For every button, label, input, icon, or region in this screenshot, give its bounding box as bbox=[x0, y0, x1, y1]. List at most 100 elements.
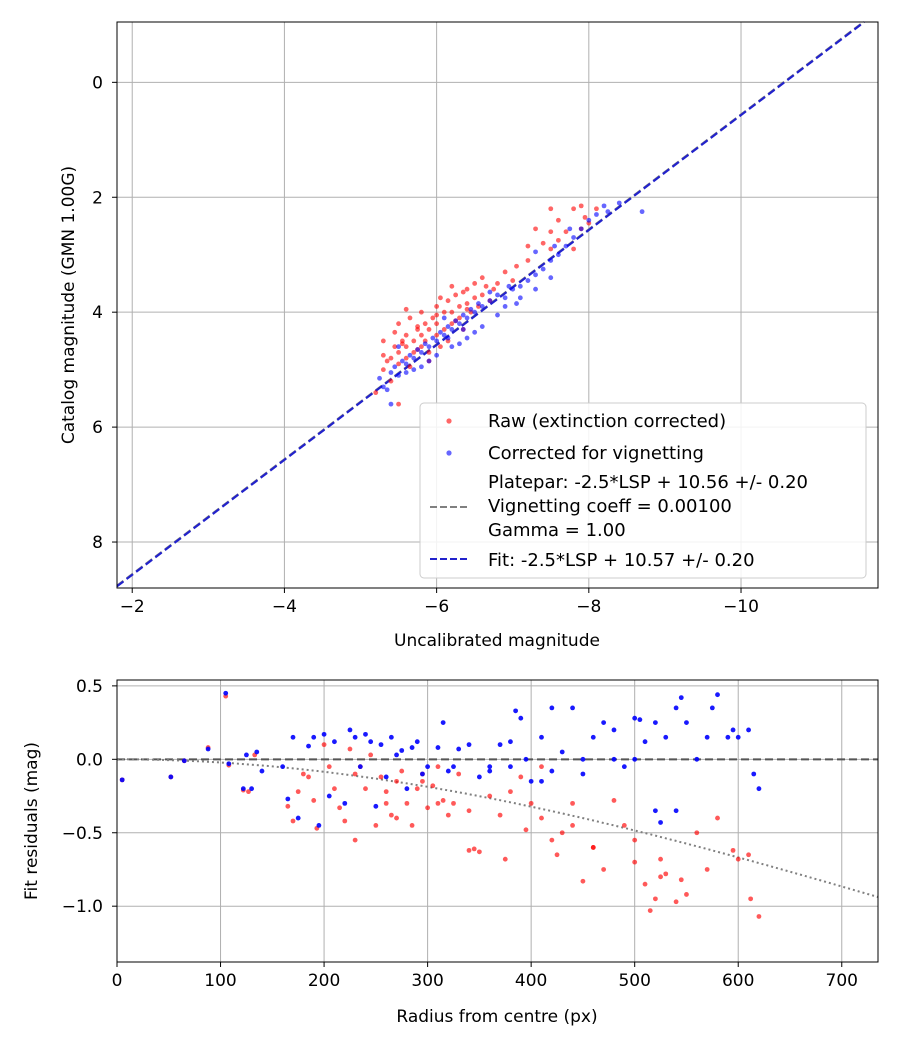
bottom-corrected-point bbox=[414, 739, 420, 745]
top-raw-point bbox=[449, 309, 455, 315]
bottom-raw-point bbox=[399, 768, 405, 774]
bottom-raw-point bbox=[632, 837, 638, 843]
top-raw-point bbox=[399, 341, 405, 347]
top-raw-point bbox=[472, 295, 478, 301]
top-x-tick-label: −6 bbox=[424, 597, 449, 617]
top-raw-point bbox=[419, 332, 424, 338]
bottom-corrected-point bbox=[694, 756, 700, 762]
bottom-y-tick-label: 0.0 bbox=[76, 750, 103, 770]
top-raw-point bbox=[578, 203, 584, 209]
bottom-corrected-point bbox=[249, 786, 254, 792]
top-corrected-point bbox=[487, 289, 493, 295]
top-raw-point bbox=[491, 286, 497, 292]
bottom-raw-point bbox=[420, 778, 425, 784]
top-raw-point bbox=[457, 315, 462, 321]
bottom-corrected-point bbox=[435, 745, 441, 750]
top-y-axis-label: Catalog magnitude (GMN 1.00G) bbox=[59, 166, 79, 444]
bottom-raw-point bbox=[663, 871, 669, 877]
bottom-corrected-point bbox=[181, 758, 187, 764]
top-raw-point bbox=[430, 315, 436, 321]
top-raw-point bbox=[422, 321, 428, 327]
bottom-corrected-point bbox=[332, 739, 337, 745]
bottom-raw-point bbox=[508, 789, 513, 795]
top-corrected-point bbox=[426, 344, 432, 350]
bottom-raw-point bbox=[306, 774, 311, 780]
top-fit-line-fit bbox=[116, 21, 865, 588]
bottom-raw-point bbox=[285, 803, 291, 809]
bottom-raw-point bbox=[388, 812, 394, 818]
bottom-corrected-point bbox=[368, 739, 374, 745]
top-raw-point bbox=[453, 292, 459, 298]
bottom-raw-point bbox=[311, 798, 317, 803]
top-raw-point bbox=[582, 214, 588, 220]
top-panel: −2 −4 −6 −8 −10 0 2 4 6 8 Uncalibrated magnitude… bbox=[59, 21, 879, 651]
bottom-raw-point bbox=[368, 752, 374, 758]
top-y-tick-label: 2 bbox=[92, 188, 103, 208]
top-corrected-point bbox=[403, 370, 409, 375]
bottom-raw-point bbox=[352, 837, 358, 843]
bottom-corrected-point bbox=[632, 756, 638, 762]
top-raw-point bbox=[479, 292, 485, 298]
top-raw-point bbox=[392, 329, 398, 335]
bottom-corrected-point bbox=[425, 764, 431, 770]
bottom-corrected-point bbox=[513, 708, 519, 714]
top-raw-point bbox=[388, 378, 394, 384]
top-raw-point bbox=[445, 298, 451, 304]
bottom-axes-frame bbox=[116, 679, 879, 963]
bottom-corrected-point bbox=[119, 777, 125, 783]
bottom-corrected-point bbox=[347, 727, 353, 733]
bottom-raw-point bbox=[290, 818, 296, 824]
bottom-corrected-point bbox=[549, 705, 555, 711]
top-corrected-point bbox=[441, 332, 447, 338]
bottom-x-tick-label: 600 bbox=[722, 971, 754, 991]
bottom-corrected-point bbox=[342, 800, 348, 806]
bottom-raw-point bbox=[430, 783, 436, 789]
bottom-raw-point bbox=[394, 778, 399, 784]
top-raw-point bbox=[540, 240, 546, 246]
top-raw-point bbox=[380, 352, 386, 358]
bottom-corrected-point bbox=[570, 705, 575, 711]
top-corrected-point bbox=[487, 298, 493, 304]
top-corrected-point bbox=[430, 335, 436, 341]
bottom-corrected-point bbox=[168, 774, 174, 780]
top-corrected-point bbox=[506, 283, 512, 289]
bottom-raw-point bbox=[746, 852, 751, 858]
bottom-corrected-point bbox=[363, 731, 368, 737]
bottom-corrected-point bbox=[539, 778, 544, 784]
top-corrected-point bbox=[422, 341, 428, 347]
bottom-raw-point bbox=[658, 856, 663, 862]
bottom-raw-point bbox=[748, 896, 754, 902]
bottom-y-ticks: 0.5 0.0 −0.5 −1.0 bbox=[62, 677, 117, 917]
bottom-raw-point bbox=[580, 878, 586, 884]
bottom-raw-point bbox=[632, 859, 638, 865]
top-raw-point bbox=[380, 338, 386, 344]
bottom-raw-point bbox=[404, 800, 410, 806]
top-corrected-point bbox=[399, 358, 405, 364]
bottom-corrected-point bbox=[466, 742, 472, 748]
top-corrected-point bbox=[388, 370, 394, 375]
top-raw-point bbox=[419, 344, 424, 350]
bottom-raw-point bbox=[414, 786, 420, 792]
top-corrected-point bbox=[502, 304, 508, 309]
top-corrected-point bbox=[453, 318, 459, 324]
top-corrected-point bbox=[426, 358, 432, 364]
top-raw-point bbox=[438, 344, 443, 350]
top-raw-point bbox=[415, 324, 420, 329]
bottom-raw-point bbox=[451, 800, 456, 806]
bottom-corrected-point bbox=[316, 823, 322, 828]
bottom-corrected-point bbox=[611, 727, 617, 733]
top-corrected-point bbox=[514, 301, 519, 306]
top-y-ticks: 0 2 4 6 8 bbox=[92, 73, 117, 553]
top-corrected-point bbox=[388, 401, 394, 407]
top-y-tick-label: 4 bbox=[92, 303, 103, 323]
bottom-corrected-point bbox=[704, 734, 710, 740]
bottom-panel: 0 100 200 300 400 500 600 700 0.5 0.0 −0.5 −1.0 Ra… bbox=[22, 677, 879, 1027]
bottom-corrected-point bbox=[487, 768, 493, 774]
bottom-raw-point bbox=[647, 908, 653, 913]
bottom-corrected-point bbox=[580, 771, 586, 777]
top-corrected-point bbox=[510, 286, 516, 292]
bottom-raw-point bbox=[539, 764, 544, 770]
bottom-raw-point bbox=[658, 874, 663, 880]
top-corrected-point bbox=[449, 344, 455, 350]
top-x-ticks: −2 −4 −6 −8 −10 bbox=[120, 588, 759, 617]
